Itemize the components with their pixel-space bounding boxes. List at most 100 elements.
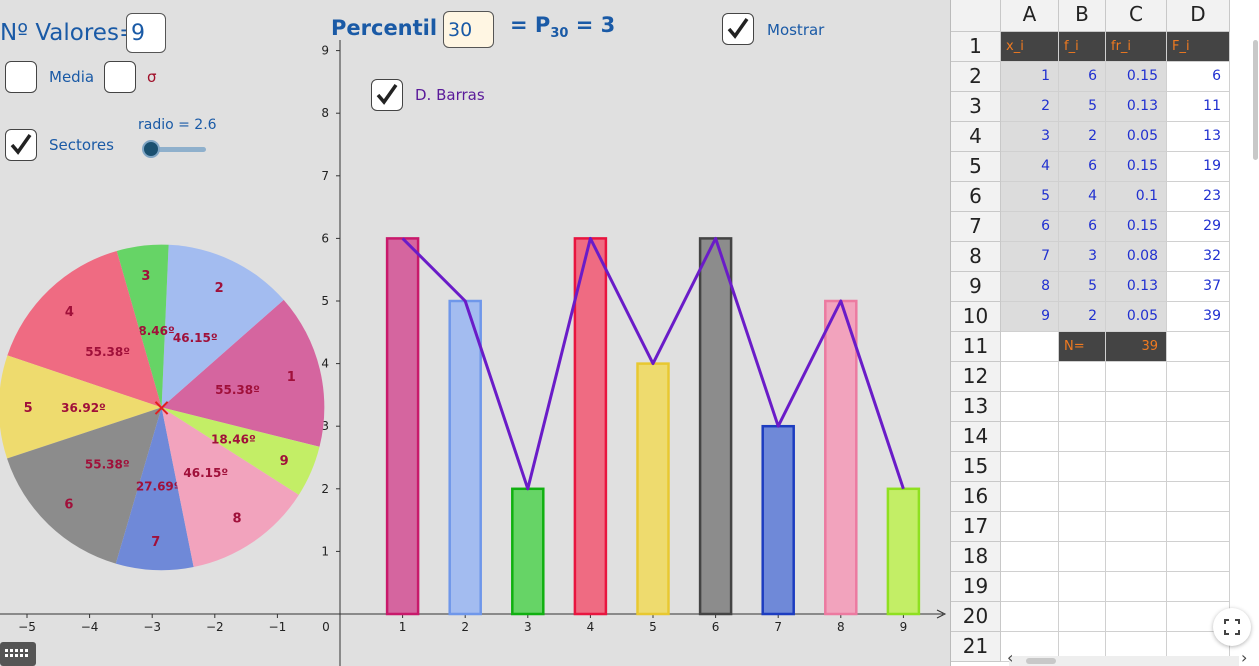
header-cell[interactable]: f_i (1059, 32, 1106, 62)
cell[interactable] (1106, 542, 1167, 572)
data-cell[interactable]: 7 (1001, 242, 1059, 272)
data-cell[interactable]: 6 (1059, 152, 1106, 182)
vertical-scrollbar[interactable] (1253, 40, 1258, 160)
row-header-16[interactable]: 16 (951, 482, 1001, 512)
spreadsheet-view[interactable]: A B C D 1 x_i f_i fr_i F_i 2 1 6 0.15 6 3 2 5 0.13 11 4 3 2 0.… (950, 0, 1259, 666)
cell[interactable] (1167, 482, 1230, 512)
cell[interactable] (1059, 392, 1106, 422)
data-cell[interactable]: 32 (1167, 242, 1230, 272)
data-cell[interactable]: 6 (1059, 212, 1106, 242)
row-header-21[interactable]: 21 (951, 632, 1001, 662)
row-header-14[interactable]: 14 (951, 422, 1001, 452)
row-header-5[interactable]: 5 (951, 152, 1001, 182)
row-header-6[interactable]: 6 (951, 182, 1001, 212)
cell[interactable] (1059, 542, 1106, 572)
cell[interactable] (1001, 332, 1059, 362)
column-header-C[interactable]: C (1106, 0, 1167, 32)
cell[interactable] (1059, 512, 1106, 542)
radio-slider-track[interactable] (150, 147, 206, 152)
data-cell[interactable]: 19 (1167, 152, 1230, 182)
column-header-D[interactable]: D (1167, 0, 1230, 32)
data-cell[interactable]: 5 (1059, 92, 1106, 122)
cell[interactable] (1167, 332, 1230, 362)
cell[interactable] (1106, 422, 1167, 452)
cell[interactable] (1001, 362, 1059, 392)
cell[interactable] (1059, 482, 1106, 512)
cell[interactable] (1167, 422, 1230, 452)
header-cell[interactable]: F_i (1167, 32, 1230, 62)
total-label-cell[interactable]: N= (1059, 332, 1106, 362)
cell[interactable] (1001, 422, 1059, 452)
data-cell[interactable]: 13 (1167, 122, 1230, 152)
data-cell[interactable]: 9 (1001, 302, 1059, 332)
data-cell[interactable]: 23 (1167, 182, 1230, 212)
data-cell[interactable]: 5 (1059, 272, 1106, 302)
mostrar-checkbox[interactable] (722, 13, 754, 45)
data-cell[interactable]: 6 (1001, 212, 1059, 242)
data-cell[interactable]: 39 (1167, 302, 1230, 332)
row-header-11[interactable]: 11 (951, 332, 1001, 362)
row-header-9[interactable]: 9 (951, 272, 1001, 302)
data-cell[interactable]: 0.15 (1106, 62, 1167, 92)
media-checkbox[interactable] (5, 61, 37, 93)
data-cell[interactable]: 0.05 (1106, 122, 1167, 152)
sigma-checkbox[interactable] (104, 61, 136, 93)
row-header-1[interactable]: 1 (951, 32, 1001, 62)
cell[interactable] (1167, 512, 1230, 542)
cell[interactable] (1001, 452, 1059, 482)
row-header-13[interactable]: 13 (951, 392, 1001, 422)
row-header-4[interactable]: 4 (951, 122, 1001, 152)
data-cell[interactable]: 3 (1059, 242, 1106, 272)
data-cell[interactable]: 6 (1167, 62, 1230, 92)
barras-checkbox[interactable] (371, 79, 403, 111)
row-header-7[interactable]: 7 (951, 212, 1001, 242)
data-cell[interactable]: 2 (1059, 122, 1106, 152)
cell[interactable] (1167, 392, 1230, 422)
row-header-17[interactable]: 17 (951, 512, 1001, 542)
cell[interactable] (1167, 362, 1230, 392)
cell[interactable] (1001, 512, 1059, 542)
cell[interactable] (1059, 362, 1106, 392)
scroll-left-icon[interactable]: ‹ (1007, 648, 1014, 666)
row-header-20[interactable]: 20 (951, 602, 1001, 632)
data-cell[interactable]: 1 (1001, 62, 1059, 92)
cell[interactable] (1167, 572, 1230, 602)
row-header-19[interactable]: 19 (951, 572, 1001, 602)
row-header-12[interactable]: 12 (951, 362, 1001, 392)
cell[interactable] (1106, 452, 1167, 482)
cell[interactable] (1106, 392, 1167, 422)
data-cell[interactable]: 29 (1167, 212, 1230, 242)
sectores-checkbox[interactable] (5, 129, 37, 161)
cell[interactable] (1106, 572, 1167, 602)
data-cell[interactable]: 2 (1001, 92, 1059, 122)
horizontal-scrollbar[interactable] (1009, 656, 1239, 666)
radio-slider-handle[interactable] (142, 140, 160, 158)
row-header-10[interactable]: 10 (951, 302, 1001, 332)
data-cell[interactable]: 6 (1059, 62, 1106, 92)
data-cell[interactable]: 5 (1001, 182, 1059, 212)
data-cell[interactable]: 4 (1001, 152, 1059, 182)
n-values-input[interactable] (126, 13, 166, 53)
cell[interactable] (1001, 602, 1059, 632)
data-cell[interactable]: 2 (1059, 302, 1106, 332)
column-header-A[interactable]: A (1001, 0, 1059, 32)
row-header-18[interactable]: 18 (951, 542, 1001, 572)
cell[interactable] (1106, 512, 1167, 542)
data-cell[interactable]: 0.05 (1106, 302, 1167, 332)
data-cell[interactable]: 3 (1001, 122, 1059, 152)
data-cell[interactable]: 0.13 (1106, 272, 1167, 302)
cell[interactable] (1106, 362, 1167, 392)
data-cell[interactable]: 11 (1167, 92, 1230, 122)
cell[interactable] (1059, 602, 1106, 632)
graphics-view[interactable]: −5 −4 −3 −2 −1 0 1 2 3 4 5 6 7 8 9 1 2 3 4 5 6 7 8 9 1 55.38º 2 46.… (0, 0, 950, 666)
cell[interactable] (1106, 602, 1167, 632)
cell[interactable] (1001, 572, 1059, 602)
scroll-right-icon[interactable]: › (1241, 648, 1248, 666)
cell[interactable] (1001, 542, 1059, 572)
data-cell[interactable]: 0.1 (1106, 182, 1167, 212)
header-cell[interactable]: x_i (1001, 32, 1059, 62)
data-cell[interactable]: 8 (1001, 272, 1059, 302)
data-cell[interactable]: 4 (1059, 182, 1106, 212)
cell[interactable] (1059, 422, 1106, 452)
plot-canvas[interactable]: −5 −4 −3 −2 −1 0 1 2 3 4 5 6 7 8 9 1 2 3 4 5 6 7 8 9 1 55.38º 2 46.… (0, 0, 950, 666)
